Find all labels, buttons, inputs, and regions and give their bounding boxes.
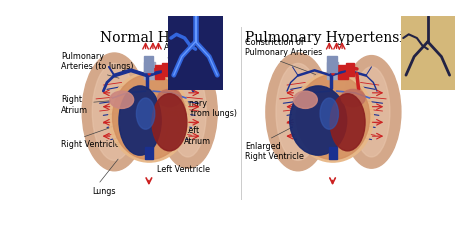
Text: Pulmonary
Arteries (to lungs): Pulmonary Arteries (to lungs): [61, 52, 134, 78]
Text: Enlarged
Right Ventricle: Enlarged Right Ventricle: [245, 124, 304, 162]
Ellipse shape: [320, 98, 338, 129]
Ellipse shape: [157, 89, 182, 107]
Ellipse shape: [293, 91, 317, 108]
Ellipse shape: [119, 86, 161, 155]
Ellipse shape: [353, 67, 390, 157]
Text: Pulmonary
Veins (from lungs): Pulmonary Veins (from lungs): [164, 98, 237, 118]
Ellipse shape: [110, 91, 134, 108]
Text: Left Ventricle: Left Ventricle: [156, 127, 210, 173]
Bar: [328, 56, 337, 72]
Ellipse shape: [296, 75, 370, 160]
Bar: [155, 65, 164, 79]
Bar: [145, 146, 153, 159]
Ellipse shape: [292, 72, 374, 162]
Bar: [144, 62, 155, 79]
Text: Left
Atrium: Left Atrium: [174, 104, 211, 146]
Bar: [328, 146, 337, 159]
Text: Lungs: Lungs: [92, 159, 118, 196]
Ellipse shape: [82, 53, 146, 171]
Bar: [162, 63, 170, 76]
Ellipse shape: [276, 63, 320, 160]
Bar: [346, 63, 354, 76]
Text: Right
Atrium: Right Atrium: [61, 95, 119, 115]
Bar: [328, 62, 338, 79]
Bar: [144, 56, 153, 72]
Text: Constriction of
Pulmonary Arteries: Constriction of Pulmonary Arteries: [245, 38, 322, 74]
Ellipse shape: [92, 63, 137, 160]
Ellipse shape: [158, 56, 217, 168]
Text: Pulmonary Hypertension: Pulmonary Hypertension: [245, 31, 421, 45]
Bar: [338, 65, 347, 79]
Ellipse shape: [341, 89, 365, 107]
Ellipse shape: [112, 75, 186, 160]
Text: Aorta: Aorta: [164, 43, 186, 68]
Ellipse shape: [266, 53, 330, 171]
Ellipse shape: [137, 98, 155, 129]
Ellipse shape: [109, 72, 190, 162]
Ellipse shape: [290, 86, 346, 155]
Ellipse shape: [169, 67, 206, 157]
Ellipse shape: [152, 94, 187, 151]
Ellipse shape: [342, 56, 401, 168]
Ellipse shape: [330, 94, 365, 151]
Text: Normal Heart: Normal Heart: [100, 31, 199, 45]
Text: Right Ventricle: Right Ventricle: [61, 123, 123, 149]
